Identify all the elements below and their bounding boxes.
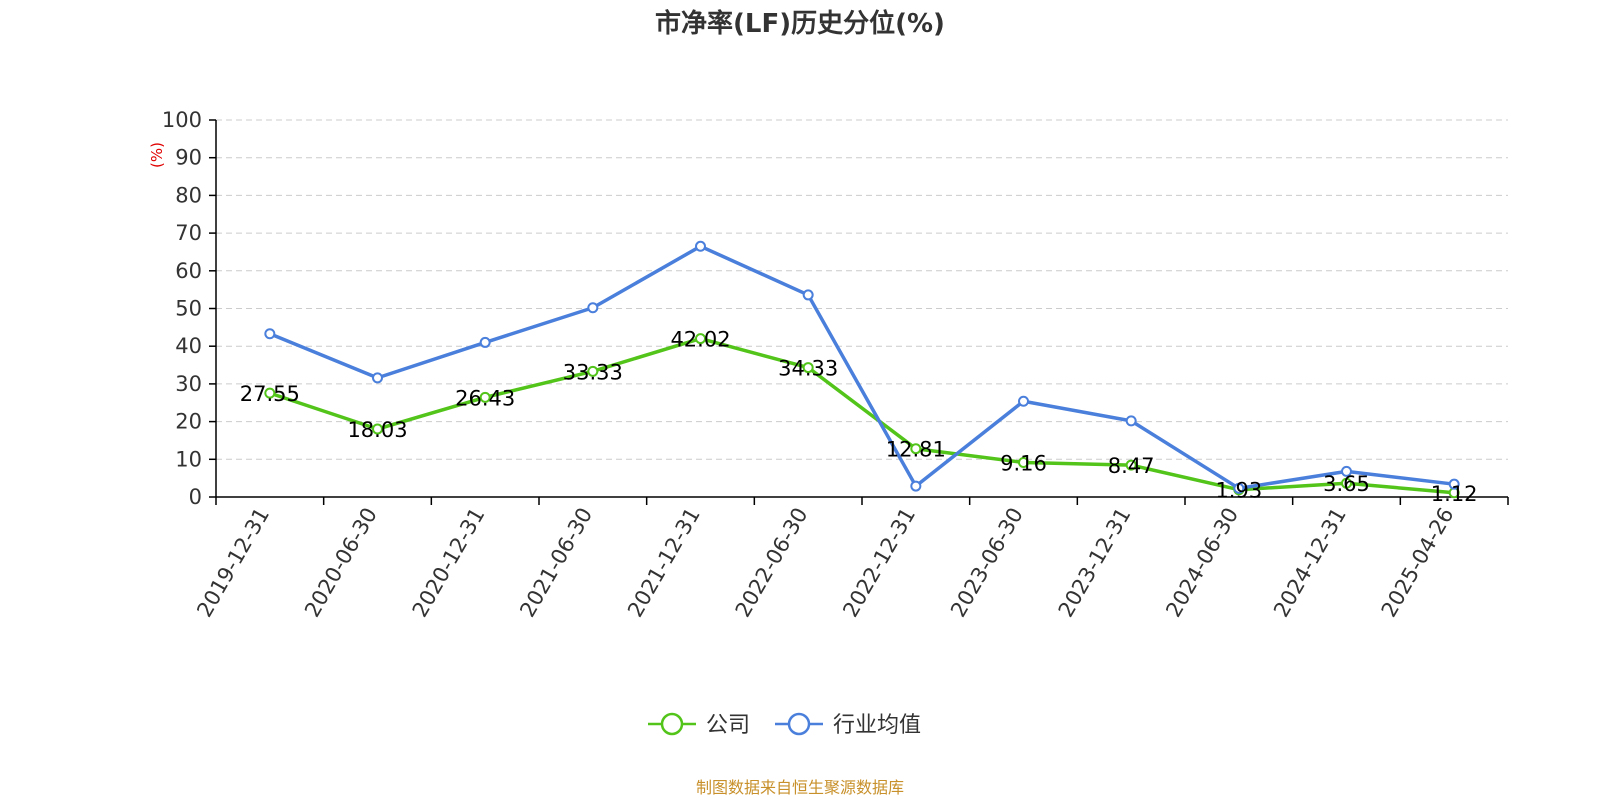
data-point[interactable] <box>695 240 706 252</box>
data-label: 9.16 <box>1000 451 1047 475</box>
data-label: 1.12 <box>1431 482 1478 506</box>
x-tick-label: 2025-04-26 <box>1377 504 1459 622</box>
data-label: 33.33 <box>563 360 623 384</box>
x-tick-label: 2021-12-31 <box>623 504 705 622</box>
x-tick-label: 2021-06-30 <box>515 504 597 622</box>
data-point[interactable] <box>802 362 814 374</box>
series-line-0 <box>269 336 1455 495</box>
y-tick-label: 100 <box>162 108 202 132</box>
data-label: 12.81 <box>886 438 946 462</box>
y-tick-label: 0 <box>189 485 202 509</box>
data-point[interactable] <box>587 302 599 314</box>
y-tick-label: 40 <box>175 334 202 358</box>
data-point[interactable] <box>1341 465 1352 477</box>
y-tick-label: 30 <box>175 372 202 396</box>
data-point[interactable] <box>802 289 814 301</box>
data-labels: 27.55 18.03 26.43 33.33 42.02 34.33 12.81 9.16 8… <box>240 328 1478 506</box>
data-point[interactable] <box>372 423 383 435</box>
data-label: 34.33 <box>778 357 838 381</box>
x-tick-label: 2020-12-31 <box>408 503 490 621</box>
chart-title: 市净率(LF)历史分位(%) <box>655 8 945 39</box>
data-label: 1.93 <box>1215 479 1262 503</box>
data-point[interactable] <box>695 333 706 345</box>
data-point[interactable] <box>479 336 491 348</box>
x-tick-label: 2020-06-30 <box>300 504 382 622</box>
legend-item-0[interactable]: 公司 <box>648 712 750 738</box>
data-point[interactable] <box>264 387 276 399</box>
data-point[interactable] <box>372 372 383 384</box>
y-tick-label: 70 <box>175 221 202 245</box>
data-label: 3.65 <box>1323 472 1370 496</box>
data-point[interactable] <box>1125 415 1137 427</box>
x-tick-label: 2019-12-31 <box>192 504 274 622</box>
y-tick-label: 10 <box>175 447 202 471</box>
legend-label: 行业均值 <box>833 713 921 738</box>
data-label: 18.03 <box>347 418 407 442</box>
legend-item-1[interactable]: 行业均值 <box>775 712 921 738</box>
data-point[interactable] <box>1233 482 1245 494</box>
data-point[interactable] <box>264 328 276 340</box>
grid <box>216 119 1508 460</box>
data-point[interactable] <box>1341 477 1352 489</box>
data-label: 26.43 <box>455 386 515 410</box>
y-tick-label: 80 <box>175 183 202 207</box>
legend-marker <box>787 712 811 736</box>
y-tick-label: 20 <box>175 410 202 434</box>
x-tick-label: 2022-06-30 <box>731 504 813 622</box>
legend-marker <box>660 712 684 736</box>
series-layer <box>264 240 1460 499</box>
data-point[interactable] <box>910 443 922 455</box>
data-point[interactable] <box>1018 456 1029 468</box>
x-tick-label: 2024-12-31 <box>1269 504 1351 622</box>
data-point[interactable] <box>587 365 599 377</box>
y-tick-label: 60 <box>175 259 202 283</box>
y-tick-label: 50 <box>175 297 202 321</box>
data-label: 8.47 <box>1108 454 1155 478</box>
data-point[interactable] <box>1018 395 1029 407</box>
legend[interactable]: 公司 行业均值 <box>648 712 921 738</box>
x-tick-label: 2023-06-30 <box>946 504 1028 622</box>
data-point[interactable] <box>910 480 922 492</box>
legend-label: 公司 <box>706 713 750 738</box>
data-label: 27.55 <box>240 382 300 406</box>
y-axis-unit: (%) <box>148 142 166 168</box>
x-tick-label: 2022-12-31 <box>838 503 920 621</box>
data-point[interactable] <box>479 391 491 403</box>
source-note: 制图数据来自恒生聚源数据库 <box>696 778 904 797</box>
data-label: 42.02 <box>670 328 730 352</box>
data-point[interactable] <box>1125 459 1137 471</box>
x-tick-label: 2024-06-30 <box>1161 504 1243 622</box>
series-line-1 <box>269 244 1455 491</box>
y-tick-label: 90 <box>175 146 202 170</box>
x-tick-label: 2023-12-31 <box>1054 504 1136 622</box>
data-point[interactable] <box>1448 478 1460 490</box>
